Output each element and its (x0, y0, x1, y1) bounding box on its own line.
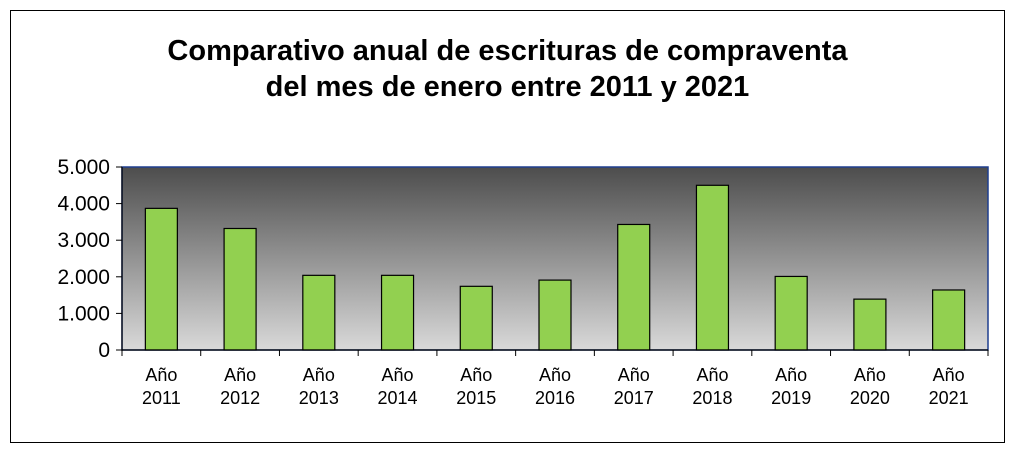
x-tick-label-line-2: 2021 (929, 388, 969, 408)
x-tick-label-line-2: 2013 (299, 388, 339, 408)
chart-title-line-1: Comparativo anual de escrituras de compr… (167, 35, 848, 67)
bar (932, 289, 966, 351)
x-tick-label-line-2: 2012 (220, 388, 260, 408)
x-tick-label-line-1: Año (382, 365, 414, 385)
x-tick-label-line-1: Año (775, 365, 807, 385)
y-tick-label: 5.000 (57, 156, 110, 179)
bar (302, 274, 336, 351)
x-tick-label-line-2: 2011 (142, 388, 181, 408)
bar (695, 184, 730, 351)
x-tick-label-line-2: 2016 (535, 388, 575, 408)
x-tick-label-line-1: Año (539, 365, 571, 385)
bar (617, 223, 651, 351)
x-tick-label-line-1: Año (303, 365, 335, 385)
x-tick-label-line-1: Año (460, 365, 492, 385)
y-tick-label: 4.000 (57, 193, 110, 216)
x-tick-label-line-1: Año (854, 365, 886, 385)
bar (538, 279, 572, 351)
bar (380, 274, 415, 351)
bar (144, 207, 178, 351)
x-tick-label-line-1: Año (618, 365, 650, 385)
x-tick-label-line-2: 2014 (378, 388, 418, 408)
x-tick-label-line-2: 2017 (614, 388, 654, 408)
y-tick-label: 2.000 (57, 266, 110, 289)
bar (223, 227, 257, 351)
x-tick-label-line-1: Año (224, 365, 256, 385)
x-tick-label-line-2: 2018 (692, 388, 732, 408)
chart-title: Comparativo anual de escrituras de compr… (11, 33, 1004, 105)
bar (459, 285, 493, 351)
y-tick-label: 1.000 (57, 302, 110, 325)
bar (853, 298, 887, 351)
x-tick-label-line-2: 2015 (456, 388, 496, 408)
x-tick-label-line-1: Año (145, 365, 177, 385)
bar (774, 275, 808, 351)
y-tick-label: 0 (98, 339, 110, 362)
chart-title-line-2: del mes de enero entre 2011 y 2021 (265, 71, 750, 103)
x-tick-label-line-1: Año (933, 365, 965, 385)
x-tick-label-line-2: 2019 (771, 388, 811, 408)
x-tick-label-line-2: 2020 (850, 388, 890, 408)
x-tick-label-line-1: Año (696, 365, 728, 385)
y-tick-label: 3.000 (57, 229, 110, 252)
